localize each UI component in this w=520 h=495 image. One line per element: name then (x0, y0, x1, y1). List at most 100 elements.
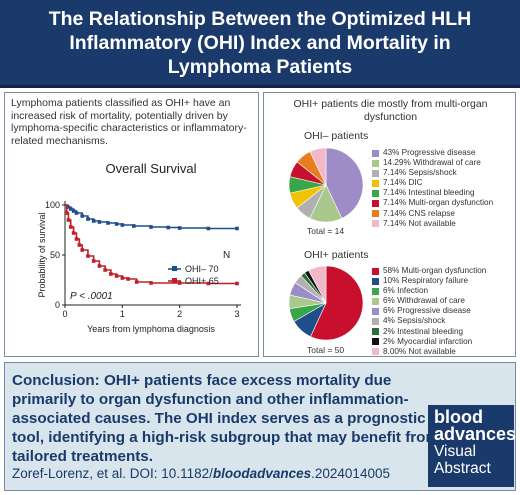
legend-swatch (372, 318, 379, 326)
x-tick-label: 2 (177, 309, 182, 319)
legend-item: 7.14% Multi-organ dysfunction (372, 198, 493, 208)
logo-line-1: blood (434, 407, 483, 427)
legend-swatch (372, 200, 379, 208)
legend-item: 6% Infection (372, 286, 486, 296)
legend-item: 14.29% Withdrawal of care (372, 158, 493, 168)
pie-slice-7 (309, 147, 327, 186)
series-point (106, 221, 110, 225)
legend-title: N (223, 250, 230, 261)
legend-label: 4% Sepsis/shock (383, 316, 446, 326)
ohi-neg-pie (288, 147, 364, 223)
series-point (66, 205, 70, 209)
legend-item: 6% Progressive disease (372, 306, 486, 316)
death-causes-panel: OHI+ patients die mostly from multi-orga… (263, 92, 516, 357)
panel-title: OHI+ patients die mostly from multi-orga… (293, 98, 488, 123)
legend-item: 2% Myocardial infarction (372, 337, 486, 347)
legend-label: 7.14% CNS relapse (383, 208, 455, 218)
logo-line-2: advances (434, 424, 517, 444)
series-point (177, 281, 182, 285)
ohi-pos-legend: 58% Multi-organ dysfunction 10% Respirato… (372, 266, 486, 357)
legend-item: 7.14% Intestinal bleeding (372, 188, 493, 198)
survival-chart: Overall Survival 0 50 100 0 1 2 3 Years from lym… (37, 161, 241, 334)
legend-item: 8.00% Not available (372, 347, 486, 357)
page-title: The Relationship Between the Optimized H… (48, 7, 472, 78)
legend-swatch (372, 267, 379, 275)
legend-label: 7.14% Sepsis/shock (383, 168, 457, 178)
legend-item: 7.14% CNS relapse (372, 209, 493, 219)
legend-label: OHI– 70 (185, 264, 219, 274)
journal-logo: blood advances Visual Abstract (428, 405, 517, 487)
pie-slice-0 (310, 265, 364, 341)
legend-item: 2% Intestinal bleeding (372, 327, 486, 337)
series-point (206, 281, 211, 286)
series-point (71, 209, 76, 213)
legend-label: 7.14% Intestinal bleeding (383, 188, 475, 198)
series-point (64, 211, 69, 215)
series-point (86, 254, 90, 258)
series-point (149, 225, 153, 229)
legend-label: 58% Multi-organ dysfunction (383, 266, 487, 275)
survival-panel: Lymphoma patients classified as OHI+ hav… (4, 92, 259, 357)
series-point (91, 219, 96, 223)
legend-item: 7.14% DIC (372, 178, 493, 188)
series-point (134, 280, 139, 284)
ohi-neg-label: OHI– patients (304, 130, 369, 142)
y-tick-label: 50 (50, 250, 60, 260)
citation-journal: bloodadvances (212, 466, 312, 481)
legend-swatch (372, 159, 379, 167)
series-point (71, 231, 76, 235)
legend-item: 6% Withdrawal of care (372, 296, 486, 306)
legend-label: 6% Progressive disease (383, 306, 471, 316)
series-point (114, 274, 119, 278)
series-point (97, 220, 102, 224)
x-tick-label: 0 (62, 309, 67, 319)
series-point (74, 237, 79, 241)
series-point (109, 272, 113, 276)
legend-item: 58% Multi-organ dysfunction (372, 266, 486, 276)
series-point (80, 248, 84, 252)
y-axis-label: Probability of survival (37, 212, 47, 297)
ohi-neg-legend: 43% Progressive disease 14.29% Withdrawal… (372, 148, 493, 229)
legend-swatch (372, 297, 379, 305)
logo-line-4: Abstract (434, 460, 491, 477)
series-point (77, 243, 82, 247)
pie-slice-0 (325, 147, 364, 219)
x-tick-label: 3 (234, 309, 239, 319)
conclusion-text: Conclusion: OHI+ patients face excess mo… (12, 371, 442, 466)
legend-label: 8.00% Not available (383, 346, 456, 356)
legend-swatch (372, 169, 379, 177)
conclusion-label: Conclusion: (12, 372, 100, 389)
logo-line-3: Visual (434, 443, 476, 460)
y-tick-label: 0 (55, 300, 60, 310)
legend-label: 2% Intestinal bleeding (383, 326, 464, 336)
series-line-0 (65, 204, 237, 230)
legend-marker (172, 266, 177, 271)
series-point (68, 225, 73, 229)
legend-swatch (372, 189, 379, 197)
legend-item: 7.14% Not available (372, 219, 493, 229)
legend-label: 6% Infection (383, 286, 429, 296)
legend-swatch (372, 328, 379, 336)
legend-swatch (372, 149, 379, 157)
series-point (114, 222, 119, 226)
legend-label: 7.14% DIC (383, 178, 423, 188)
conclusion-body: OHI+ patients face excess mortality due … (12, 372, 439, 465)
series-point (86, 217, 90, 221)
legend-swatch (372, 277, 379, 285)
legend-swatch (372, 179, 379, 187)
series-point (235, 226, 239, 231)
series-point (120, 276, 125, 280)
citation-prefix: Zoref-Lorenz, et al. DOI: 10.1182/ (12, 466, 213, 481)
legend-item: 10% Respiratory failure (372, 276, 486, 286)
series-point (177, 226, 182, 230)
series-point (68, 207, 73, 211)
legend-swatch (372, 287, 379, 295)
conclusion-box: Conclusion: OHI+ patients face excess mo… (4, 362, 516, 491)
legend-label: OHI+ 65 (185, 276, 219, 286)
ohi-pos-total: Total = 50 (307, 345, 345, 355)
ohi-neg-total: Total = 14 (307, 226, 345, 236)
intro-text: Lymphoma patients classified as OHI+ hav… (11, 97, 247, 147)
series-point (126, 277, 130, 281)
y-tick-label: 100 (45, 200, 60, 210)
x-axis-label: Years from lymphoma diagnosis (87, 324, 215, 334)
